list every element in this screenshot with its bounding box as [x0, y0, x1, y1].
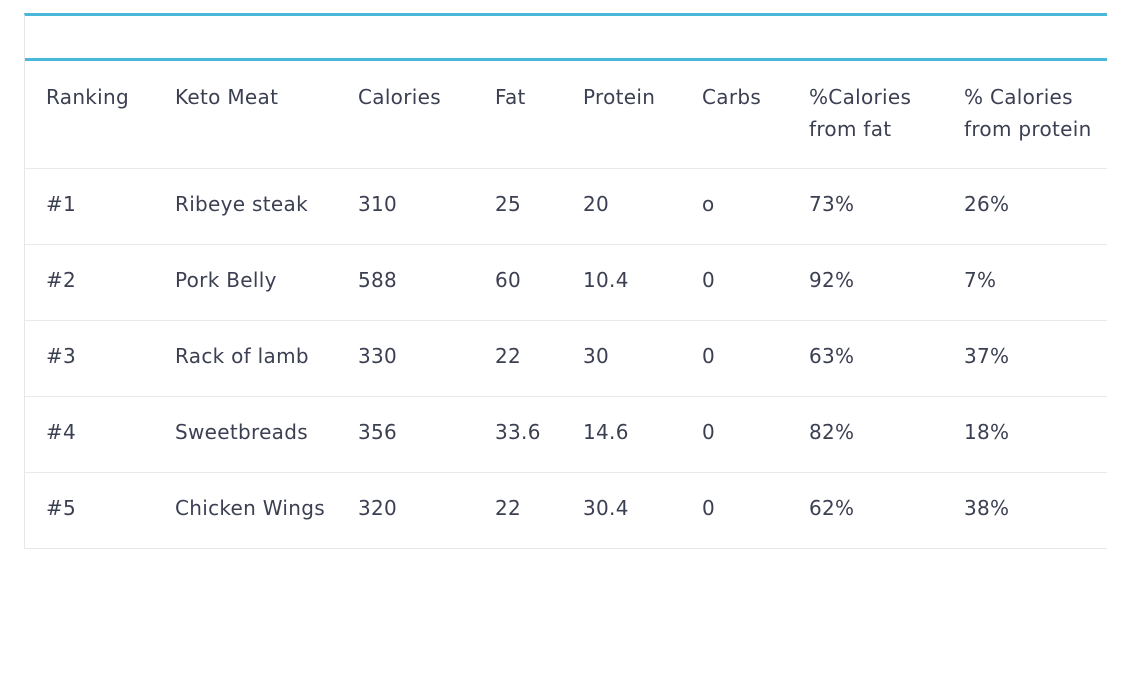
cell-protein: 30 [583, 344, 610, 368]
cell-ranking: #5 [46, 496, 77, 520]
cell-keto-meat: Chicken Wings [175, 496, 325, 520]
cell-calories: 356 [358, 420, 398, 444]
table-header-row: Ranking Keto Meat Calories Fat Protein C… [25, 61, 1107, 169]
cell-pct-calories-fat: 92% [809, 268, 855, 292]
cell-keto-meat: Pork Belly [175, 268, 277, 292]
cell-pct-calories-fat: 73% [809, 192, 855, 216]
header-pct-calories-fat: %Calories from fat [809, 85, 912, 141]
cell-ranking: #4 [46, 420, 77, 444]
cell-carbs: 0 [702, 344, 716, 368]
table-row: #5 Chicken Wings 320 22 30.4 0 62% 38% [25, 472, 1107, 549]
cell-ranking: #1 [46, 192, 77, 216]
header-keto-meat: Keto Meat [175, 85, 279, 109]
cell-protein: 10.4 [583, 268, 629, 292]
cell-calories: 320 [358, 496, 398, 520]
cell-keto-meat: Ribeye steak [175, 192, 308, 216]
cell-carbs: o [702, 192, 715, 216]
keto-meat-table-wrapper: Ranking Keto Meat Calories Fat Protein C… [24, 13, 1107, 549]
cell-fat: 22 [495, 344, 522, 368]
cell-calories: 310 [358, 192, 398, 216]
cell-pct-calories-protein: 26% [964, 192, 1010, 216]
cell-pct-calories-fat: 82% [809, 420, 855, 444]
table-row: #2 Pork Belly 588 60 10.4 0 92% 7% [25, 244, 1107, 321]
cell-keto-meat: Rack of lamb [175, 344, 309, 368]
cell-pct-calories-protein: 38% [964, 496, 1010, 520]
cell-fat: 25 [495, 192, 522, 216]
cell-fat: 33.6 [495, 420, 541, 444]
cell-ranking: #3 [46, 344, 77, 368]
cell-calories: 588 [358, 268, 398, 292]
table-row: #1 Ribeye steak 310 25 20 o 73% 26% [25, 168, 1107, 245]
header-protein: Protein [583, 85, 656, 109]
cell-pct-calories-fat: 63% [809, 344, 855, 368]
cell-fat: 22 [495, 496, 522, 520]
header-pct-calories-protein: % Calories from protein [964, 85, 1092, 141]
cell-protein: 30.4 [583, 496, 629, 520]
cell-pct-calories-protein: 7% [964, 268, 997, 292]
cell-carbs: 0 [702, 496, 716, 520]
cell-pct-calories-fat: 62% [809, 496, 855, 520]
cell-carbs: 0 [702, 420, 716, 444]
cell-calories: 330 [358, 344, 398, 368]
keto-meat-table: Ranking Keto Meat Calories Fat Protein C… [25, 61, 1107, 548]
cell-carbs: 0 [702, 268, 716, 292]
cell-fat: 60 [495, 268, 522, 292]
cell-pct-calories-protein: 18% [964, 420, 1010, 444]
header-ranking: Ranking [46, 85, 129, 109]
table-row: #4 Sweetbreads 356 33.6 14.6 0 82% 18% [25, 396, 1107, 473]
table-row: #3 Rack of lamb 330 22 30 0 63% 37% [25, 320, 1107, 397]
header-fat: Fat [495, 85, 526, 109]
header-carbs: Carbs [702, 85, 762, 109]
header-calories: Calories [358, 85, 441, 109]
cell-protein: 20 [583, 192, 610, 216]
cell-protein: 14.6 [583, 420, 629, 444]
cell-ranking: #2 [46, 268, 77, 292]
cell-keto-meat: Sweetbreads [175, 420, 308, 444]
table-caption-band [25, 16, 1107, 61]
cell-pct-calories-protein: 37% [964, 344, 1010, 368]
